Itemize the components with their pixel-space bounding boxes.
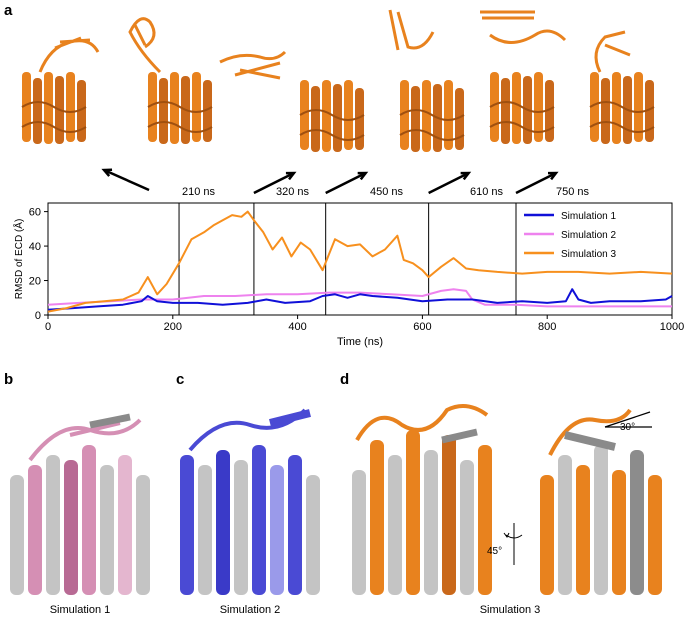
snapshot-arrowhead-2 xyxy=(357,171,369,181)
y-tick-label-0: 0 xyxy=(35,310,41,322)
snapshot-arrow-3 xyxy=(428,171,470,195)
snapshot-4 xyxy=(299,79,365,153)
series-line-2 xyxy=(47,288,672,308)
snapshot-label-320: 320 ns xyxy=(276,186,310,198)
snapshot-6 xyxy=(489,71,555,145)
snapshot-arrowhead-0 xyxy=(101,168,113,177)
x-axis-label: Time (ns) xyxy=(337,336,383,348)
snapshot-arrow-4 xyxy=(515,171,557,195)
angle-label: 30° xyxy=(620,422,636,433)
snapshot-7 xyxy=(589,71,655,145)
snapshot-arrowhead-4 xyxy=(547,171,559,181)
snapshot-2 xyxy=(147,71,213,145)
legend-label-3: Simulation 3 xyxy=(561,249,616,260)
panel-label-a: a xyxy=(4,2,13,19)
y-axis-label: RMSD of ECD (Å) xyxy=(12,219,25,300)
snapshot-arrowhead-1 xyxy=(285,171,297,181)
panel-label-c: c xyxy=(176,371,185,388)
x-tick-label-0: 0 xyxy=(45,321,51,333)
snapshot-label-750: 750 ns xyxy=(556,186,590,198)
caption-simulation-2: Simulation 2 xyxy=(219,604,281,616)
x-tick-label-3: 600 xyxy=(413,321,431,333)
panel-label-b: b xyxy=(4,371,14,388)
legend-label-1: Simulation 1 xyxy=(561,211,616,222)
rotation-arrow-icon xyxy=(503,523,523,565)
plot-frame xyxy=(47,202,673,316)
snapshot-label-210: 210 ns xyxy=(182,186,216,198)
snapshot-structures xyxy=(21,9,655,153)
y-tick-label-3: 60 xyxy=(29,207,41,219)
snapshot-label-450: 450 ns xyxy=(370,186,404,198)
x-tick-label-2: 400 xyxy=(288,321,306,333)
snapshot-arrowhead-3 xyxy=(460,171,472,181)
snapshot-arrow-2 xyxy=(325,171,367,195)
snapshot-arrow-0 xyxy=(103,168,150,192)
series-line-1 xyxy=(47,288,673,311)
panel-label-d: d xyxy=(340,371,350,388)
y-tick-label-1: 20 xyxy=(29,276,41,288)
snapshot-1 xyxy=(21,71,87,145)
overlay-simulation-2 xyxy=(180,408,320,595)
series-line-3 xyxy=(47,210,673,313)
rmsd-chart: 0 200 400 600 800 1000 0 20 40 60 Time (ns) RMSD of… xyxy=(12,168,684,348)
x-tick-label-4: 800 xyxy=(538,321,556,333)
x-tick-label-5: 1000 xyxy=(660,321,684,333)
snapshot-label-610: 610 ns xyxy=(470,186,504,198)
overlay-simulation-3-front xyxy=(352,404,492,595)
snapshot-5 xyxy=(399,79,465,153)
structure-overlays xyxy=(10,404,662,595)
caption-simulation-1: Simulation 1 xyxy=(49,604,111,616)
caption-simulation-3: Simulation 3 xyxy=(479,604,541,616)
y-tick-label-2: 40 xyxy=(29,241,41,253)
overlay-simulation-3-side xyxy=(540,408,662,595)
rotation-label: 45° xyxy=(487,546,503,557)
snapshot-arrow-1 xyxy=(253,171,295,195)
overlay-simulation-1 xyxy=(10,413,150,595)
legend-label-2: Simulation 2 xyxy=(561,230,616,241)
x-tick-label-1: 200 xyxy=(164,321,182,333)
